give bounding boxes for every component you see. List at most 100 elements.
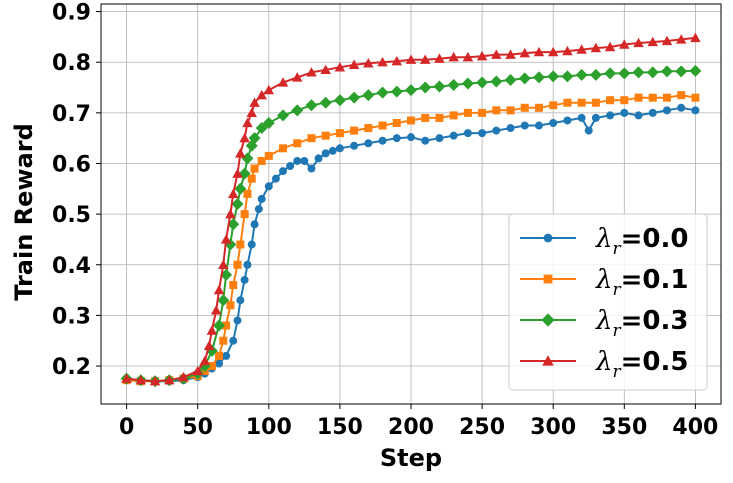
legend-subscript: r xyxy=(612,321,621,341)
data-point xyxy=(279,144,288,153)
data-point xyxy=(575,68,588,81)
data-point xyxy=(520,103,529,112)
data-point xyxy=(606,111,615,120)
data-point xyxy=(246,107,257,118)
data-point xyxy=(463,108,472,117)
series-1 xyxy=(122,91,700,386)
data-point xyxy=(263,84,275,95)
x-tick-label: 350 xyxy=(601,415,647,440)
data-point xyxy=(421,136,430,145)
legend-entry: λr=0.0 xyxy=(520,224,688,259)
data-point xyxy=(433,80,446,93)
legend-label: λr=0.0 xyxy=(595,224,688,259)
x-tick-label: 50 xyxy=(182,415,213,440)
legend-marker xyxy=(543,233,553,243)
data-point xyxy=(210,305,222,315)
data-point xyxy=(648,93,657,102)
data-point xyxy=(319,96,332,109)
data-point xyxy=(250,220,259,229)
data-point xyxy=(334,62,346,72)
x-tick-label: 0 xyxy=(119,415,134,440)
data-point xyxy=(243,189,252,198)
data-point xyxy=(350,126,359,135)
data-point xyxy=(533,46,545,57)
legend-subscript: r xyxy=(612,362,621,382)
data-point xyxy=(634,111,643,120)
legend-entry: λr=0.3 xyxy=(520,306,688,341)
legend-box xyxy=(508,213,708,391)
x-axis-label: Step xyxy=(380,444,442,472)
data-point xyxy=(213,319,226,332)
data-point xyxy=(254,205,263,214)
data-point xyxy=(620,108,629,117)
data-point xyxy=(589,68,602,81)
data-point xyxy=(286,162,295,171)
series-3 xyxy=(121,32,701,386)
legend-entries: λr=0.0λr=0.1λr=0.3λr=0.5 xyxy=(520,224,688,382)
data-point xyxy=(476,76,489,89)
data-point xyxy=(677,91,686,100)
data-point xyxy=(447,79,460,92)
legend-subscript: r xyxy=(612,280,621,300)
data-point xyxy=(291,72,303,82)
y-tick-label: 0.5 xyxy=(52,203,91,228)
x-tick-label: 300 xyxy=(530,415,576,440)
data-point xyxy=(561,70,574,83)
x-tick-label: 150 xyxy=(317,415,363,440)
data-point xyxy=(320,64,331,75)
data-point xyxy=(149,375,161,386)
data-point xyxy=(164,374,175,385)
x-ticks: 0 50 100 150 200 250 300 350 400 xyxy=(119,404,718,440)
data-point xyxy=(376,86,389,99)
data-point xyxy=(321,131,330,140)
data-point xyxy=(407,133,415,142)
y-tick-label: 0.8 xyxy=(52,51,91,76)
data-point xyxy=(633,37,644,48)
legend-value: =0.0 xyxy=(621,224,689,254)
data-point xyxy=(279,167,288,176)
data-point xyxy=(505,49,516,59)
data-point xyxy=(233,316,242,325)
data-point xyxy=(661,35,673,46)
data-point xyxy=(405,84,417,97)
data-point xyxy=(518,72,531,85)
data-point xyxy=(492,106,501,115)
data-point xyxy=(227,218,240,231)
data-point xyxy=(435,134,444,143)
data-point xyxy=(606,96,615,105)
y-axis-label: Train Reward xyxy=(10,123,38,301)
legend-value: =0.5 xyxy=(621,347,689,377)
x-tick-label: 200 xyxy=(388,415,434,440)
data-point xyxy=(662,93,671,102)
data-point xyxy=(419,54,431,64)
data-point xyxy=(448,51,459,62)
legend-entry: λr=0.1 xyxy=(520,265,688,300)
data-point xyxy=(215,351,224,360)
data-point xyxy=(222,321,231,330)
data-point xyxy=(236,240,245,249)
data-point xyxy=(240,210,249,219)
data-point xyxy=(462,51,474,62)
data-point xyxy=(691,106,700,115)
y-tick-label: 0.3 xyxy=(52,304,91,329)
data-point xyxy=(255,122,268,135)
legend-symbol: λ xyxy=(595,347,612,377)
x-tick-label: 250 xyxy=(459,415,505,440)
data-point xyxy=(233,260,242,269)
data-point xyxy=(577,98,586,107)
data-point xyxy=(350,141,359,150)
data-point xyxy=(264,182,273,191)
y-tick-label: 0.4 xyxy=(52,254,91,279)
data-point xyxy=(576,44,587,54)
data-point xyxy=(247,174,256,183)
legend-label: λr=0.3 xyxy=(595,306,688,341)
data-point xyxy=(648,108,657,117)
data-point xyxy=(563,98,572,107)
x-tick-label: 400 xyxy=(672,415,718,440)
data-point xyxy=(220,234,232,244)
data-point xyxy=(476,50,488,61)
data-point xyxy=(563,116,572,125)
data-point xyxy=(662,106,671,115)
data-point xyxy=(306,67,317,77)
data-point xyxy=(192,365,203,376)
